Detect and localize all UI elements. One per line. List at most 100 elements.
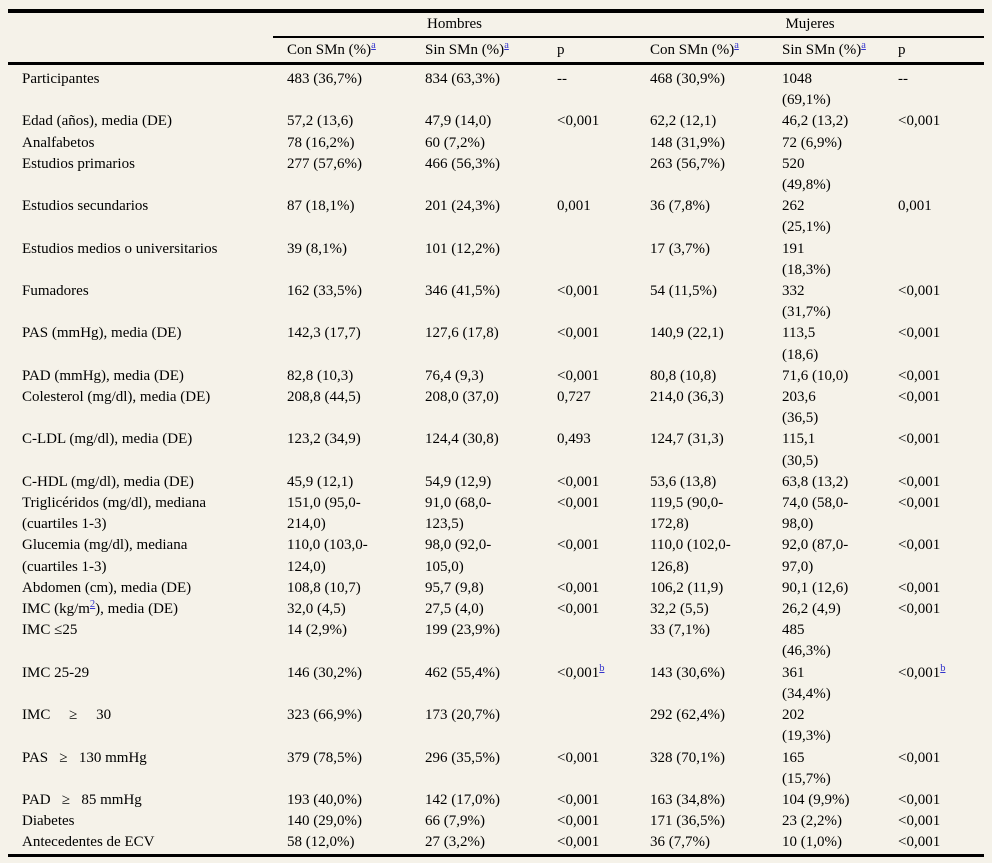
footnote-a-link[interactable]: a (861, 39, 866, 51)
data-cell: 104 (9,9%) (782, 791, 850, 808)
data-cell: 208,8 (44,5) (287, 389, 361, 406)
data-cell: 101 (12,2%) (425, 240, 500, 257)
data-cell: <0,001 (898, 325, 941, 342)
data-cell: 468 (30,9%) (650, 71, 726, 87)
table-row: Fumadores 162 (33,5%) 346 (41,5%) <0,001 54 … (8, 281, 984, 323)
data-cell (884, 620, 984, 662)
table-row: Estudios secundarios 87 (18,1%) 201 (24,3%… (8, 196, 984, 238)
data-cell: 46,2 (13,2) (782, 113, 849, 130)
data-cell: 27,5 (4,0) (425, 601, 484, 618)
data-cell: 72 (6,9%) (782, 134, 843, 151)
data-cell: 115,1 (30,5) (782, 431, 819, 469)
data-cell: <0,001 (557, 367, 600, 384)
row-label: C-LDL (mg/dl), media (DE) (22, 431, 193, 448)
data-cell: 119,5 (90,0- 172,8) (650, 495, 724, 533)
data-cell: 193 (40,0%) (287, 791, 362, 808)
table-row: PAD ≥ 85 mmHg 193 (40,0%) 142 (17,0%) <0,00… (8, 790, 984, 811)
table-row: Antecedentes de ECV 58 (12,0%) 27 (3,2%) <0… (8, 832, 984, 855)
col-header-label: p (557, 41, 565, 58)
data-cell: 171 (36,5%) (650, 813, 726, 830)
table-row: PAS ≥ 130 mmHg 379 (78,5%) 296 (35,5%) <0,0… (8, 748, 984, 790)
data-cell: <0,001 (557, 601, 600, 618)
row-label: Analfabetos (22, 134, 95, 151)
row-label: PAD (mmHg), media (DE) (22, 367, 184, 384)
data-cell: 203,6 (36,5) (782, 389, 819, 427)
data-cell: 1048 (69,1%) (782, 71, 831, 109)
data-cell: <0,001 (898, 834, 941, 851)
table-row: Colesterol (mg/dl), media (DE) 208,8 (44,… (8, 387, 984, 429)
data-cell: 0,727 (557, 389, 591, 406)
data-cell: 106,2 (11,9) (650, 579, 724, 596)
data-cell: <0,001 (898, 473, 941, 490)
data-cell: 124,7 (31,3) (650, 431, 724, 448)
data-cell: 60 (7,2%) (425, 134, 485, 151)
footnote-b-link[interactable]: b (599, 662, 605, 674)
data-cell: 74,0 (58,0- 98,0) (782, 495, 849, 533)
table-row: PAD (mmHg), media (DE) 82,8 (10,3) 76,4 (9… (8, 366, 984, 387)
data-cell (543, 133, 636, 154)
data-cell: 346 (41,5%) (425, 283, 500, 300)
data-cell: 57,2 (13,6) (287, 113, 354, 130)
data-cell: 165 (15,7%) (782, 749, 831, 787)
data-cell: 36 (7,8%) (650, 198, 711, 215)
table-row: Diabetes 140 (29,0%) 66 (7,9%) <0,001 171 (3… (8, 811, 984, 832)
data-cell: 162 (33,5%) (287, 283, 362, 300)
table-body: Participantes 483 (36,7%) 834 (63,3%) -- 468… (8, 64, 984, 856)
row-label: Estudios primarios (22, 155, 135, 172)
footnote-b-link[interactable]: b (940, 662, 946, 674)
table-row: Estudios medios o universitarios 39 (8,1%… (8, 239, 984, 281)
data-cell: 143 (30,6%) (650, 664, 726, 681)
row-label: Colesterol (mg/dl), media (DE) (22, 389, 211, 406)
row-label: Estudios medios o universitarios (22, 240, 218, 257)
characteristics-table: Hombres Mujeres Con SMn (%)a Sin SMn (%)… (8, 9, 985, 857)
col-header-con-smn-hombres: Con SMn (%)a (273, 37, 411, 65)
row-label: Abdomen (cm), media (DE) (22, 579, 192, 596)
data-cell: 208,0 (37,0) (425, 389, 499, 406)
data-cell (543, 620, 636, 662)
footnote-a-link[interactable]: a (371, 39, 376, 51)
data-cell: 95,7 (9,8) (425, 579, 484, 596)
footnote-a-link[interactable]: a (734, 39, 739, 51)
col-header-con-smn-mujeres: Con SMn (%)a (636, 37, 769, 65)
data-cell: <0,001b (898, 662, 946, 681)
row-label: Edad (años), media (DE) (22, 113, 172, 130)
data-cell: 110,0 (102,0- 126,8) (650, 537, 731, 575)
data-cell: 834 (63,3%) (425, 71, 500, 87)
data-cell: 202 (19,3%) (782, 707, 831, 745)
data-cell: 27 (3,2%) (425, 834, 485, 851)
col-header-label: Con SMn (%) (287, 41, 372, 58)
data-cell: 113,5 (18,6) (782, 325, 819, 363)
data-cell: <0,001 (898, 283, 941, 300)
row-label: Antecedentes de ECV (22, 834, 155, 851)
data-cell: 146 (30,2%) (287, 664, 362, 681)
data-cell: 66 (7,9%) (425, 813, 485, 830)
row-label: IMC ≤25 (22, 622, 78, 639)
data-cell: 108,8 (10,7) (287, 579, 361, 596)
data-cell: 54,9 (12,9) (425, 473, 492, 490)
data-cell: 199 (23,9%) (425, 622, 500, 639)
data-cell: 483 (36,7%) (287, 71, 362, 87)
data-cell: <0,001 (898, 367, 941, 384)
footnote-a-link[interactable]: a (504, 39, 509, 51)
data-cell: 124,4 (30,8) (425, 431, 499, 448)
table-row: Triglicéridos (mg/dl), mediana (cuartile… (8, 493, 984, 535)
data-cell: <0,001 (898, 537, 941, 554)
row-label: Participantes (22, 71, 100, 87)
data-cell: 277 (57,6%) (287, 155, 362, 172)
col-header-label: Sin SMn (%) (782, 41, 862, 58)
data-cell: 23 (2,2%) (782, 813, 843, 830)
data-cell: 87 (18,1%) (287, 198, 355, 215)
data-cell: 47,9 (14,0) (425, 113, 492, 130)
stub-cell (8, 37, 273, 65)
data-cell: <0,001 (557, 834, 600, 851)
data-cell: 123,2 (34,9) (287, 431, 361, 448)
col-header-p-hombres: p (543, 37, 637, 65)
col-header-p-mujeres: p (884, 37, 985, 65)
data-cell (884, 154, 984, 196)
data-cell: 58 (12,0%) (287, 834, 355, 851)
data-cell: 71,6 (10,0) (782, 367, 849, 384)
footnote-2-link[interactable]: 2 (89, 599, 96, 611)
data-cell: 323 (66,9%) (287, 707, 362, 724)
data-cell: 62,2 (12,1) (650, 113, 717, 130)
table-row: Participantes 483 (36,7%) 834 (63,3%) -- 468… (8, 64, 984, 112)
